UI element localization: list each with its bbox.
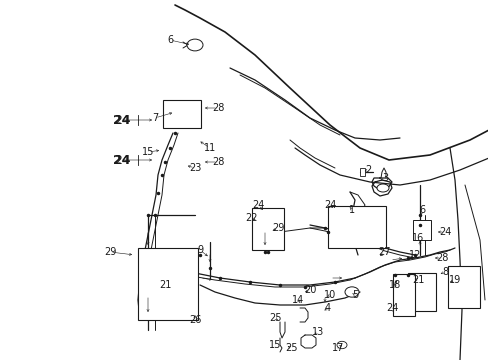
- Bar: [407, 273, 435, 311]
- Text: 20: 20: [303, 285, 316, 295]
- Text: 23: 23: [188, 163, 201, 173]
- Text: 12: 12: [408, 250, 420, 260]
- Bar: [138, 248, 198, 320]
- Text: 24: 24: [385, 303, 397, 313]
- Text: 24: 24: [114, 113, 130, 126]
- Text: 28: 28: [211, 103, 224, 113]
- Text: 1: 1: [348, 205, 354, 215]
- Bar: [163, 100, 201, 128]
- Text: 21: 21: [411, 275, 423, 285]
- Bar: [392, 274, 414, 316]
- Text: 6: 6: [166, 35, 173, 45]
- Text: 6: 6: [418, 205, 424, 215]
- Bar: [251, 208, 284, 250]
- Text: 24: 24: [323, 200, 336, 210]
- Ellipse shape: [376, 184, 388, 192]
- Bar: [412, 220, 430, 240]
- Text: 26: 26: [188, 315, 201, 325]
- Text: 19: 19: [448, 275, 460, 285]
- Text: 28: 28: [435, 253, 447, 263]
- Text: 29: 29: [271, 223, 284, 233]
- Bar: [447, 266, 479, 308]
- Text: 17: 17: [331, 343, 344, 353]
- Text: 9: 9: [197, 245, 203, 255]
- Text: 4: 4: [324, 303, 330, 313]
- Text: 24: 24: [251, 200, 264, 210]
- Circle shape: [345, 287, 358, 297]
- Text: 3: 3: [381, 173, 387, 183]
- Text: 13: 13: [311, 327, 324, 337]
- Text: 21: 21: [159, 280, 171, 290]
- Text: 15: 15: [268, 340, 281, 350]
- Bar: [327, 206, 385, 248]
- Text: 27: 27: [378, 247, 390, 257]
- Text: 7: 7: [152, 113, 158, 123]
- Circle shape: [336, 341, 346, 349]
- Text: 25: 25: [268, 313, 281, 323]
- Text: 14: 14: [291, 295, 304, 305]
- Text: 29: 29: [103, 247, 116, 257]
- Text: 25: 25: [285, 343, 298, 353]
- Text: 24: 24: [113, 113, 130, 126]
- Text: 10: 10: [323, 290, 335, 300]
- Circle shape: [186, 39, 203, 51]
- Text: 18: 18: [388, 280, 400, 290]
- Text: 24: 24: [438, 227, 450, 237]
- Text: 28: 28: [211, 157, 224, 167]
- Text: 15: 15: [142, 147, 154, 157]
- Text: 16: 16: [411, 233, 423, 243]
- Text: 8: 8: [441, 267, 447, 277]
- Text: 11: 11: [203, 143, 216, 153]
- Text: 22: 22: [245, 213, 258, 223]
- Text: 2: 2: [364, 165, 370, 175]
- Text: 24: 24: [114, 153, 130, 166]
- Bar: [359, 168, 364, 176]
- Text: 5: 5: [351, 290, 357, 300]
- Text: 24: 24: [113, 153, 130, 166]
